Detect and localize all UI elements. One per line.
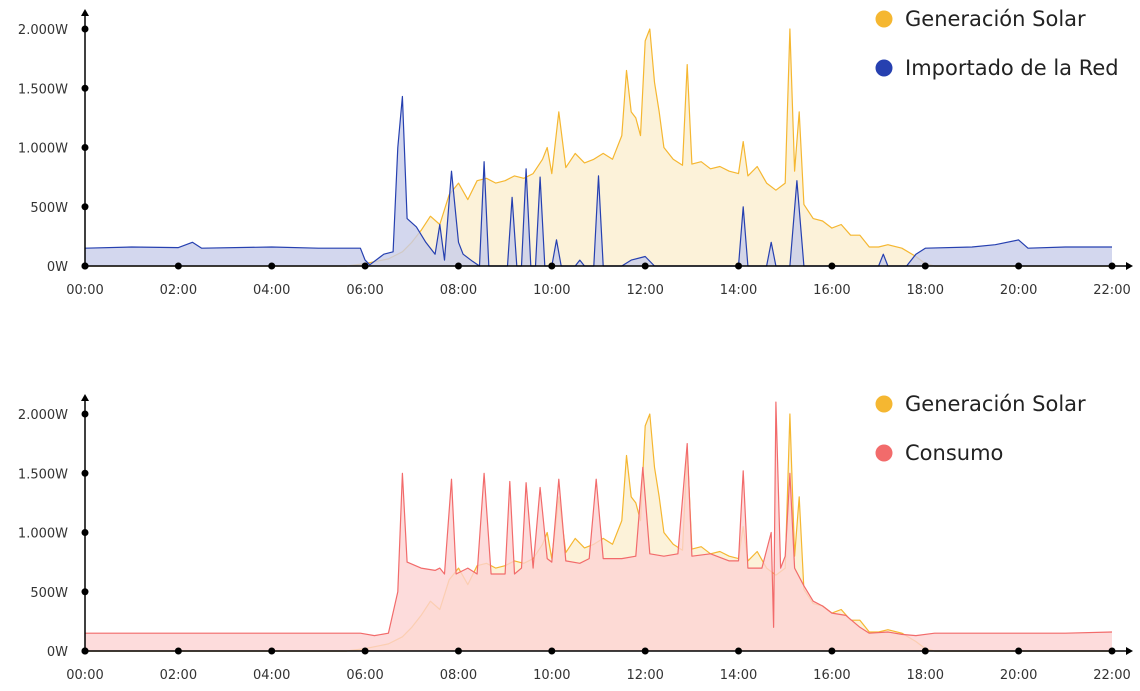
legend-marker [875, 444, 893, 462]
x-axis-arrow [1126, 262, 1133, 270]
y-tick-label: 1.500W [18, 82, 68, 97]
y-tick-label: 1.000W [18, 142, 68, 157]
x-tick-label: 20:00 [1000, 283, 1037, 298]
x-tick-label: 20:00 [1000, 668, 1037, 683]
x-tick-dot [268, 647, 276, 655]
y-tick-label: 500W [30, 586, 68, 601]
solar-vs-grid-chart: 0W 500W 1.000W 1.500W 2.000W 00:00 02:00 04:00 0… [0, 0, 1140, 345]
x-tick-label: 14:00 [720, 283, 757, 298]
legend-label: Generación Solar [905, 392, 1086, 416]
x-tick-dot [81, 262, 89, 270]
x-tick-dot [828, 262, 836, 270]
x-tick-dot [548, 647, 556, 655]
solar-vs-consumption-chart: 0W 500W 1.000W 1.500W 2.000W 00:00 02:00 04:00 0… [0, 345, 1140, 691]
legend-marker [875, 395, 893, 413]
x-tick-label: 04:00 [253, 283, 290, 298]
y-tick-label: 0W [47, 260, 68, 275]
x-tick-dot [361, 262, 369, 270]
y-tick-dot [81, 25, 89, 33]
y-tick-dot [81, 84, 89, 92]
x-tick-dot [1108, 262, 1116, 270]
chart-svg: 0W 500W 1.000W 1.500W 2.000W 00:00 02:00 04:00 0… [18, 7, 1133, 298]
x-tick-label: 18:00 [907, 283, 944, 298]
series-line-1 [85, 401, 1113, 637]
x-tick-dot [268, 262, 276, 270]
x-tick-dot [1108, 647, 1116, 655]
y-tick-dot [81, 144, 89, 151]
y-tick-label: 1.500W [18, 467, 68, 482]
legend-label: Generación Solar [905, 7, 1086, 31]
y-tick-label: 0W [47, 645, 68, 660]
x-tick-dot [641, 647, 649, 655]
x-tick-label: 06:00 [346, 668, 383, 683]
x-tick-label: 14:00 [720, 668, 757, 683]
legend-label: Consumo [905, 441, 1003, 465]
x-tick-label: 06:00 [346, 283, 383, 298]
x-tick-label: 08:00 [440, 668, 477, 683]
x-tick-label: 02:00 [160, 668, 197, 683]
x-tick-dot [454, 262, 462, 270]
x-tick-label: 12:00 [626, 668, 663, 683]
x-tick-dot [828, 647, 836, 655]
y-tick-dot [81, 203, 89, 211]
y-tick-dot [81, 410, 89, 418]
y-tick-dot [81, 529, 89, 536]
x-tick-dot [1015, 647, 1023, 655]
x-tick-dot [361, 647, 369, 655]
x-tick-dot [735, 262, 743, 270]
x-tick-label: 04:00 [253, 668, 290, 683]
x-tick-label: 10:00 [533, 283, 570, 298]
x-tick-dot [735, 647, 743, 655]
x-tick-label: 16:00 [813, 283, 850, 298]
x-tick-dot [641, 262, 649, 270]
legend-marker [875, 59, 893, 77]
y-axis-arrow [81, 9, 89, 16]
series-area-1 [85, 402, 1112, 651]
y-tick-dot [81, 469, 89, 477]
x-tick-dot [174, 647, 182, 655]
x-tick-label: 10:00 [533, 668, 570, 683]
legend-marker [875, 10, 893, 28]
x-tick-dot [81, 647, 89, 655]
x-axis-arrow [1126, 647, 1133, 655]
y-axis-arrow [81, 394, 89, 401]
series-line-0 [85, 28, 1112, 267]
x-tick-dot [548, 262, 556, 270]
y-tick-dot [81, 588, 89, 596]
x-tick-dot [1015, 262, 1023, 270]
y-tick-label: 1.000W [18, 527, 68, 542]
chart-svg: 0W 500W 1.000W 1.500W 2.000W 00:00 02:00 04:00 0… [18, 392, 1133, 683]
x-tick-label: 22:00 [1093, 283, 1130, 298]
x-tick-dot [921, 262, 929, 270]
x-tick-label: 00:00 [66, 283, 103, 298]
x-tick-label: 18:00 [907, 668, 944, 683]
chart-group: 0W 500W 1.000W 1.500W 2.000W 00:00 02:00 04:00 0… [18, 392, 1133, 683]
x-tick-label: 22:00 [1093, 668, 1130, 683]
x-tick-dot [454, 647, 462, 655]
x-tick-label: 00:00 [66, 668, 103, 683]
x-tick-label: 02:00 [160, 283, 197, 298]
y-tick-label: 500W [30, 201, 68, 216]
x-tick-dot [921, 647, 929, 655]
y-tick-label: 2.000W [18, 408, 68, 423]
x-tick-label: 08:00 [440, 283, 477, 298]
x-tick-label: 12:00 [626, 283, 663, 298]
x-tick-dot [174, 262, 182, 270]
y-tick-label: 2.000W [18, 23, 68, 38]
legend-label: Importado de la Red [905, 56, 1119, 80]
x-tick-label: 16:00 [813, 668, 850, 683]
